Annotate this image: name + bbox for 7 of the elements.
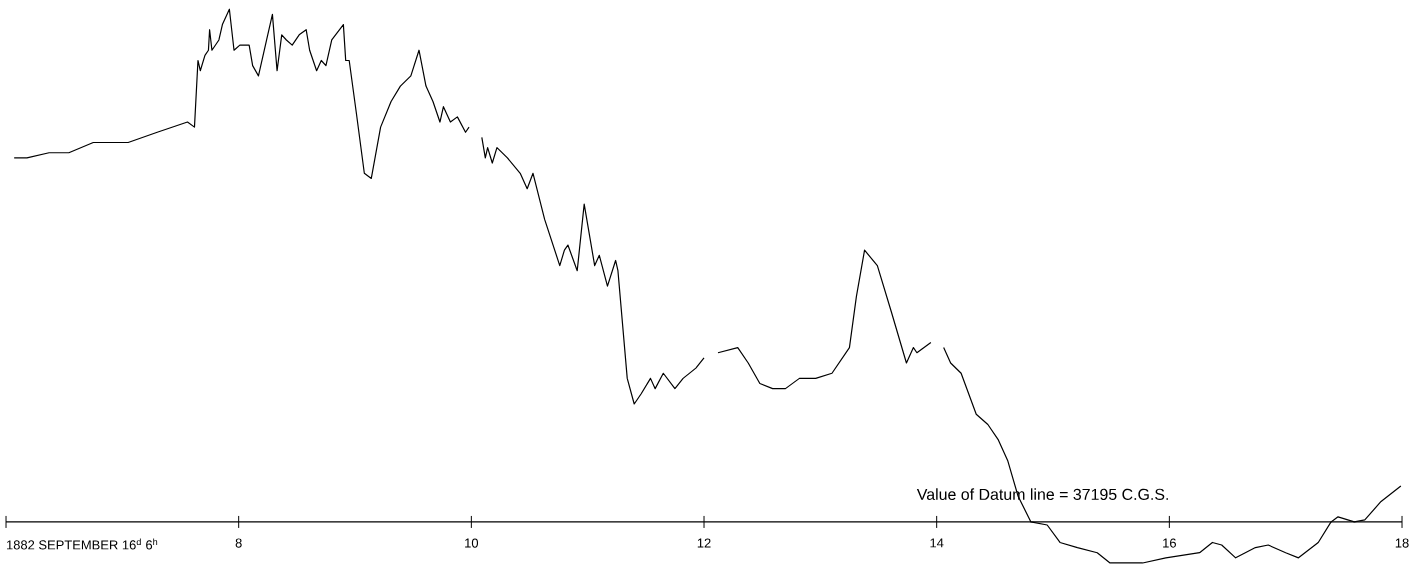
x-tick-label: 12 — [697, 538, 711, 548]
x-tick-label: 1882 SEPTEMBER 16$^{d}$ 6$^{h}$ — [7, 538, 158, 550]
x-tick-label: 16 — [1163, 538, 1176, 548]
x-tick-label: 14 — [930, 538, 944, 548]
x-tick-label: 10 — [465, 538, 479, 548]
x-tick-label: 18 — [1395, 538, 1409, 548]
x-tick-label: 8 — [235, 538, 242, 548]
